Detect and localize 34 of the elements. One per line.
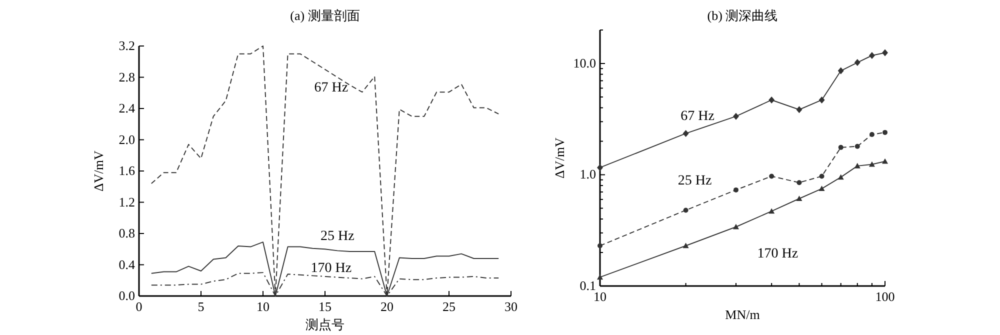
chart-title: (a) 测量剖面	[290, 8, 360, 23]
x-tick-label: 0	[136, 299, 142, 314]
y-axis-title: ΔV/mV	[552, 136, 567, 178]
x-tick-label: 100	[875, 289, 895, 304]
y-tick-label: 0.8	[118, 226, 135, 240]
line-series	[150, 46, 500, 296]
y-tick-label: 1.6	[118, 163, 136, 178]
y-axis-title: ΔV/mV	[91, 150, 106, 192]
series-label: 67 Hz	[680, 109, 715, 124]
y-tick-label: 0.4	[118, 256, 136, 272]
y-tick-label: 10.0	[573, 55, 596, 70]
y-tick-label: 1.0	[580, 166, 596, 182]
x-tick-label: 20	[380, 299, 394, 314]
series-label: 170 Hz	[757, 246, 798, 262]
y-tick-label: 0.1	[580, 278, 596, 293]
x-tick-label: 5	[198, 299, 204, 314]
y-tick-label: 2.4	[118, 100, 136, 116]
series-label: 25 Hz	[678, 173, 712, 188]
series-label: 170 Hz	[310, 260, 352, 276]
chart-title: (b) 测深曲线	[707, 8, 778, 23]
y-tick-label: 2.8	[118, 69, 135, 84]
x-tick-label: 30	[504, 299, 518, 314]
y-tick-label: 3.2	[118, 38, 135, 53]
y-tick-label: 1.2	[118, 194, 135, 210]
y-tick-label: 2.0	[118, 132, 135, 147]
series-label: 25 Hz	[320, 228, 354, 244]
series-label: 67 Hz	[314, 80, 348, 96]
x-tick-label: 10	[594, 289, 606, 304]
x-tick-label: 25	[442, 299, 456, 314]
x-tick-label: 10	[256, 299, 270, 314]
y-tick-label: 0.0	[118, 288, 135, 303]
x-tick-label: 15	[318, 299, 332, 314]
x-axis-title: MN/m	[725, 307, 760, 322]
x-axis-title: 测点号	[306, 317, 344, 332]
